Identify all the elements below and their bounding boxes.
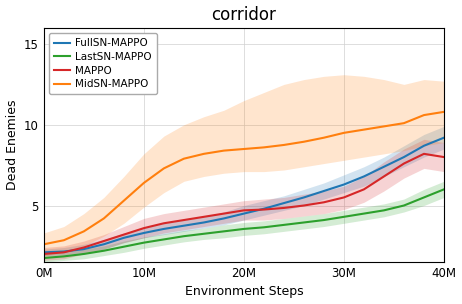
- MidSN-MAPPO: [141, 181, 146, 185]
- MAPPO: [281, 206, 287, 210]
- Line: LastSN-MAPPO: LastSN-MAPPO: [44, 189, 444, 258]
- FullSN-MAPPO: [441, 136, 447, 140]
- FullSN-MAPPO: [41, 250, 47, 254]
- FullSN-MAPPO: [321, 189, 327, 193]
- MidSN-MAPPO: [381, 125, 387, 128]
- MidSN-MAPPO: [221, 149, 227, 152]
- FullSN-MAPPO: [221, 217, 227, 220]
- FullSN-MAPPO: [281, 201, 287, 205]
- MAPPO: [101, 239, 107, 243]
- MAPPO: [321, 200, 327, 204]
- LastSN-MAPPO: [81, 252, 87, 256]
- FullSN-MAPPO: [161, 227, 167, 231]
- FullSN-MAPPO: [201, 221, 207, 224]
- MidSN-MAPPO: [201, 152, 207, 156]
- MAPPO: [361, 188, 367, 191]
- LastSN-MAPPO: [121, 245, 127, 248]
- MAPPO: [441, 155, 447, 159]
- FullSN-MAPPO: [301, 195, 307, 199]
- MidSN-MAPPO: [41, 243, 47, 246]
- Title: corridor: corridor: [212, 5, 276, 23]
- FullSN-MAPPO: [61, 250, 67, 253]
- MAPPO: [341, 195, 346, 199]
- FullSN-MAPPO: [241, 212, 247, 216]
- X-axis label: Environment Steps: Environment Steps: [185, 285, 303, 299]
- LastSN-MAPPO: [281, 223, 287, 227]
- Legend: FullSN-MAPPO, LastSN-MAPPO, MAPPO, MidSN-MAPPO: FullSN-MAPPO, LastSN-MAPPO, MAPPO, MidSN…: [49, 33, 157, 95]
- Y-axis label: Dead Enemies: Dead Enemies: [6, 100, 18, 190]
- FullSN-MAPPO: [121, 236, 127, 240]
- FullSN-MAPPO: [261, 207, 267, 211]
- FullSN-MAPPO: [381, 165, 387, 169]
- MidSN-MAPPO: [361, 128, 367, 131]
- MAPPO: [421, 152, 427, 156]
- LastSN-MAPPO: [161, 238, 167, 241]
- LastSN-MAPPO: [321, 218, 327, 222]
- LastSN-MAPPO: [101, 249, 107, 253]
- MidSN-MAPPO: [81, 230, 87, 233]
- MidSN-MAPPO: [261, 146, 267, 149]
- MidSN-MAPPO: [301, 140, 307, 143]
- MidSN-MAPPO: [321, 136, 327, 140]
- FullSN-MAPPO: [81, 247, 87, 251]
- LastSN-MAPPO: [201, 232, 207, 236]
- MAPPO: [301, 204, 307, 207]
- MAPPO: [401, 162, 407, 165]
- MAPPO: [141, 226, 146, 230]
- MidSN-MAPPO: [181, 157, 187, 161]
- FullSN-MAPPO: [101, 243, 107, 246]
- MAPPO: [41, 252, 47, 256]
- LastSN-MAPPO: [341, 215, 346, 219]
- Line: MidSN-MAPPO: MidSN-MAPPO: [44, 112, 444, 244]
- MidSN-MAPPO: [121, 199, 127, 202]
- FullSN-MAPPO: [341, 183, 346, 186]
- LastSN-MAPPO: [401, 204, 407, 207]
- MAPPO: [201, 215, 207, 219]
- FullSN-MAPPO: [401, 155, 407, 159]
- Line: MAPPO: MAPPO: [44, 154, 444, 254]
- MidSN-MAPPO: [401, 121, 407, 125]
- MidSN-MAPPO: [161, 167, 167, 170]
- MAPPO: [241, 209, 247, 212]
- LastSN-MAPPO: [381, 209, 387, 212]
- FullSN-MAPPO: [361, 174, 367, 178]
- MAPPO: [381, 174, 387, 178]
- LastSN-MAPPO: [441, 188, 447, 191]
- MidSN-MAPPO: [281, 143, 287, 147]
- MidSN-MAPPO: [421, 113, 427, 117]
- LastSN-MAPPO: [141, 241, 146, 244]
- MAPPO: [261, 208, 267, 211]
- MAPPO: [161, 221, 167, 225]
- MidSN-MAPPO: [441, 110, 447, 114]
- MidSN-MAPPO: [341, 131, 346, 135]
- MidSN-MAPPO: [61, 238, 67, 242]
- MAPPO: [121, 233, 127, 237]
- MAPPO: [61, 250, 67, 254]
- LastSN-MAPPO: [261, 226, 267, 229]
- MidSN-MAPPO: [241, 147, 247, 151]
- MidSN-MAPPO: [101, 217, 107, 220]
- LastSN-MAPPO: [61, 254, 67, 258]
- Line: FullSN-MAPPO: FullSN-MAPPO: [44, 138, 444, 252]
- LastSN-MAPPO: [361, 212, 367, 216]
- FullSN-MAPPO: [421, 144, 427, 147]
- FullSN-MAPPO: [181, 224, 187, 227]
- LastSN-MAPPO: [241, 227, 247, 231]
- MAPPO: [81, 246, 87, 249]
- LastSN-MAPPO: [41, 256, 47, 260]
- MAPPO: [221, 212, 227, 216]
- LastSN-MAPPO: [421, 195, 427, 199]
- FullSN-MAPPO: [141, 231, 146, 235]
- LastSN-MAPPO: [181, 234, 187, 238]
- MAPPO: [181, 218, 187, 222]
- LastSN-MAPPO: [221, 230, 227, 233]
- LastSN-MAPPO: [301, 221, 307, 224]
